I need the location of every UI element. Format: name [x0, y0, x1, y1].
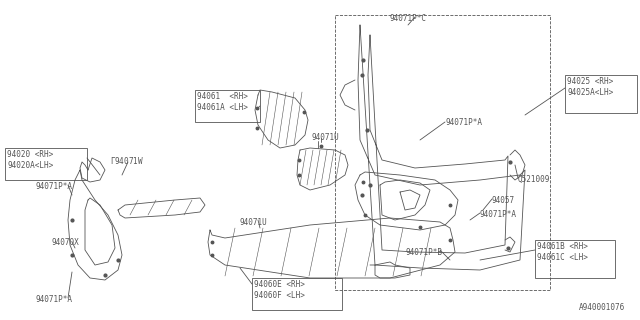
Text: 94061  <RH>: 94061 <RH>	[197, 92, 248, 101]
Bar	[565, 75, 637, 113]
Text: 94071P*B: 94071P*B	[405, 248, 442, 257]
Text: Q521009: Q521009	[518, 175, 550, 184]
Text: 94057: 94057	[492, 196, 515, 205]
Text: 94071U: 94071U	[240, 218, 268, 227]
Bar	[5, 148, 87, 180]
Text: 94061C <LH>: 94061C <LH>	[537, 253, 588, 262]
Text: 94025A<LH>: 94025A<LH>	[567, 88, 613, 97]
Bar	[535, 240, 615, 278]
Text: 94060E <RH>: 94060E <RH>	[254, 280, 305, 289]
Text: 94020 <RH>: 94020 <RH>	[7, 150, 53, 159]
Text: 94071P*C: 94071P*C	[390, 14, 427, 23]
Text: 94025 <RH>: 94025 <RH>	[567, 77, 613, 86]
Text: 94071P*A: 94071P*A	[35, 295, 72, 304]
Bar	[195, 90, 260, 122]
Bar	[335, 15, 550, 290]
Bar	[252, 278, 342, 310]
Text: 94070X: 94070X	[52, 238, 80, 247]
Text: A940001076: A940001076	[579, 303, 625, 312]
Text: 94060F <LH>: 94060F <LH>	[254, 291, 305, 300]
Text: 94071P*A: 94071P*A	[480, 210, 517, 219]
Text: 94061B <RH>: 94061B <RH>	[537, 242, 588, 251]
Text: 94061A <LH>: 94061A <LH>	[197, 103, 248, 112]
Text: $\Gamma$94071W: $\Gamma$94071W	[110, 155, 144, 166]
Text: 94071P*A: 94071P*A	[35, 182, 72, 191]
Text: 94071U: 94071U	[312, 133, 340, 142]
Text: 94071P*A: 94071P*A	[445, 118, 482, 127]
Text: 94020A<LH>: 94020A<LH>	[7, 161, 53, 170]
